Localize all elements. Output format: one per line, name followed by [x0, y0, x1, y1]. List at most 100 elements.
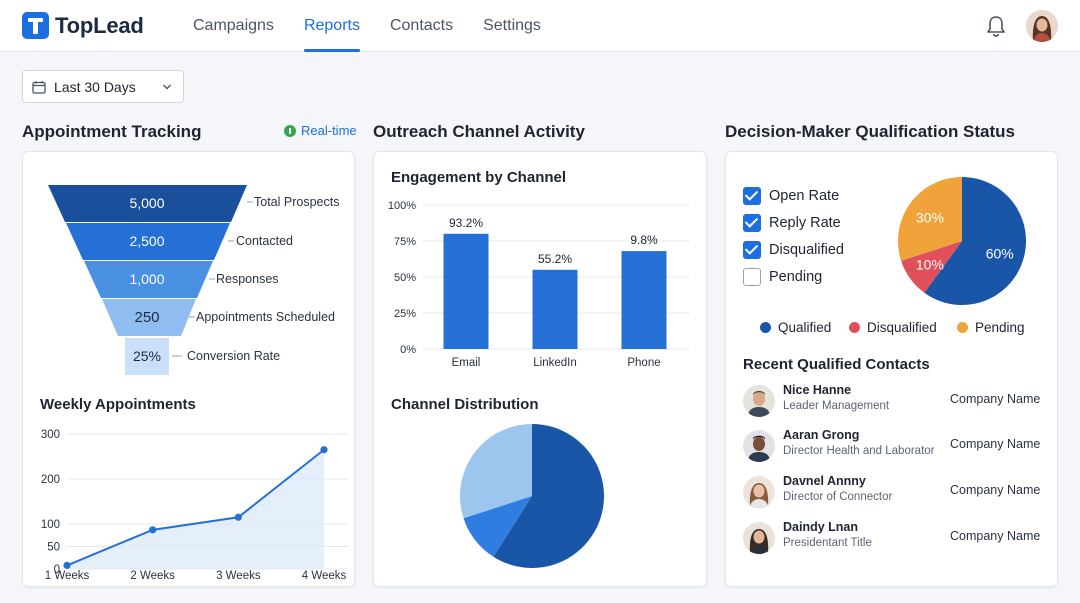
contact-row[interactable]: Aaran Grong Director Health and Laborato… [743, 426, 1043, 466]
checkbox-icon[interactable] [743, 214, 761, 232]
checkbox-icon[interactable] [743, 268, 761, 286]
legend-swatch [957, 322, 968, 333]
nav-contacts[interactable]: Contacts [389, 17, 454, 34]
pie-slice [898, 177, 962, 261]
contact-row[interactable]: Daindy Lnan Presidentant Title Company N… [743, 518, 1043, 558]
avatar [743, 385, 775, 417]
x-tick-label: 3 Weeks [216, 570, 261, 582]
filter-open-rate[interactable]: Open Rate [743, 187, 839, 205]
filter-disqualified[interactable]: Disqualified [743, 241, 844, 259]
checkbox-icon[interactable] [743, 187, 761, 205]
series-line [66, 448, 325, 567]
bar [443, 233, 489, 349]
outreach-card: Engagement by Channel 0% 25% 50% 75% 100% 93.… [373, 151, 707, 587]
top-header: TopLead Campaigns Reports Contacts Setti… [0, 0, 1080, 52]
y-tick-label: 0% [400, 344, 416, 356]
pie-slice-label: 60% [986, 245, 1014, 261]
avatar [743, 522, 775, 554]
contact-title: Director of Connector [783, 491, 893, 503]
nav-settings[interactable]: Settings [483, 17, 541, 34]
avatar [743, 476, 775, 508]
pie-slice-label: 30% [916, 210, 944, 226]
contact-company: Company Name [950, 529, 1041, 543]
data-point [63, 561, 71, 569]
bar [621, 251, 667, 349]
legend-pending-label: Pending [975, 320, 1025, 335]
live-dot-icon [284, 124, 296, 137]
contact-name: Daindy Lnan [783, 520, 859, 534]
pie-slice [463, 496, 532, 557]
funnel-label-5: Conversion Rate [187, 349, 281, 363]
filter-disqualified-label: Disqualified [769, 242, 844, 258]
funnel-stage-5 [125, 338, 169, 375]
nav-reports[interactable]: Reports [303, 0, 360, 52]
filter-pending[interactable]: Pending [743, 268, 822, 286]
pie-slice [924, 177, 1026, 305]
data-point [234, 513, 242, 521]
legend-qualified-label: Qualified [778, 320, 832, 335]
qualification-card: Open Rate Reply Rate Disqualified Pendin… [725, 151, 1058, 587]
legend-swatch [760, 322, 771, 333]
funnel-label-3: Responses [216, 272, 279, 286]
conversion-funnel [48, 185, 253, 375]
engagement-bar-chart: 0% 25% 50% 75% 100% 93.2% Email 55.2% LinkedIn 9.… [388, 200, 690, 369]
qualification-pie: 60% 10% 30% [898, 177, 1026, 305]
app-logo[interactable]: TopLead [22, 12, 144, 39]
x-tick-label: 4 Weeks [302, 570, 347, 582]
contact-company: Company Name [950, 437, 1041, 451]
funnel-value-5: 25% [132, 348, 162, 364]
weekly-appointments-chart: 0 50 100 200 300 1 Weeks 2 Weeks 3 Weeks 4 Weeks [41, 429, 348, 582]
nav-campaigns[interactable]: Campaigns [193, 17, 274, 34]
contact-row[interactable]: Nice Hanne Leader Management Company Nam… [743, 381, 1043, 421]
checkbox-icon[interactable] [743, 241, 761, 259]
realtime-indicator: Real-time [284, 123, 357, 138]
bar-data-label: 93.2% [449, 216, 483, 230]
avatar [743, 430, 775, 462]
bar [532, 269, 578, 349]
pie-slice [460, 424, 532, 519]
funnel-value-3: 1,000 [129, 271, 165, 287]
engagement-title: Engagement by Channel [391, 169, 567, 186]
x-tick-label: LinkedIn [533, 357, 576, 369]
y-tick-label: 0 [54, 564, 60, 576]
user-avatar[interactable] [1026, 10, 1058, 42]
funnel-value-2: 2,500 [129, 233, 165, 249]
funnel-value-4: 250 [134, 309, 160, 326]
contact-name: Aaran Grong [783, 428, 860, 442]
y-tick-label: 25% [394, 308, 416, 320]
bar-data-label: 55.2% [538, 252, 572, 266]
funnel-stage-2 [66, 223, 230, 260]
qualification-title: Decision-Maker Qualification Status [725, 122, 1016, 141]
appointment-tracking-title: Appointment Tracking [22, 122, 202, 141]
filter-pending-label: Pending [769, 269, 823, 285]
logo-icon [22, 12, 49, 39]
filter-reply-rate-label: Reply Rate [769, 215, 841, 231]
contact-row[interactable]: Davnel Annny Director of Connector Compa… [743, 472, 1043, 512]
contact-company: Company Name [950, 483, 1041, 497]
funnel-label-4: Appointments Scheduled [196, 310, 335, 324]
filter-open-rate-label: Open Rate [769, 188, 840, 204]
funnel-value-1: 5,000 [129, 195, 165, 211]
chevron-down-icon [163, 84, 171, 90]
y-tick-label: 50 [47, 542, 60, 554]
bar-data-label: 9.8% [630, 233, 658, 247]
funnel-label-1: Total Prospects [254, 195, 340, 209]
date-range-select[interactable]: Last 30 Days [22, 70, 184, 103]
appointment-card: 5,000 2,500 1,000 250 25% Total Prospect… [22, 151, 355, 587]
calendar-icon [32, 80, 46, 94]
legend-disqualified: Disqualified [849, 320, 937, 335]
y-tick-label: 200 [41, 474, 60, 486]
funnel-stage-4 [102, 299, 196, 336]
legend-swatch [849, 322, 860, 333]
contact-company: Company Name [950, 392, 1041, 406]
contact-title: Leader Management [783, 400, 890, 412]
bell-icon[interactable] [985, 14, 1007, 38]
pie-slice-label: 10% [916, 256, 944, 272]
x-tick-label: 2 Weeks [130, 570, 175, 582]
y-tick-label: 300 [41, 429, 60, 441]
filter-reply-rate[interactable]: Reply Rate [743, 214, 841, 232]
data-point [149, 526, 157, 534]
main-nav: Campaigns Reports Contacts Settings [193, 0, 571, 52]
outreach-title: Outreach Channel Activity [373, 122, 585, 141]
contact-name: Nice Hanne [783, 383, 852, 397]
